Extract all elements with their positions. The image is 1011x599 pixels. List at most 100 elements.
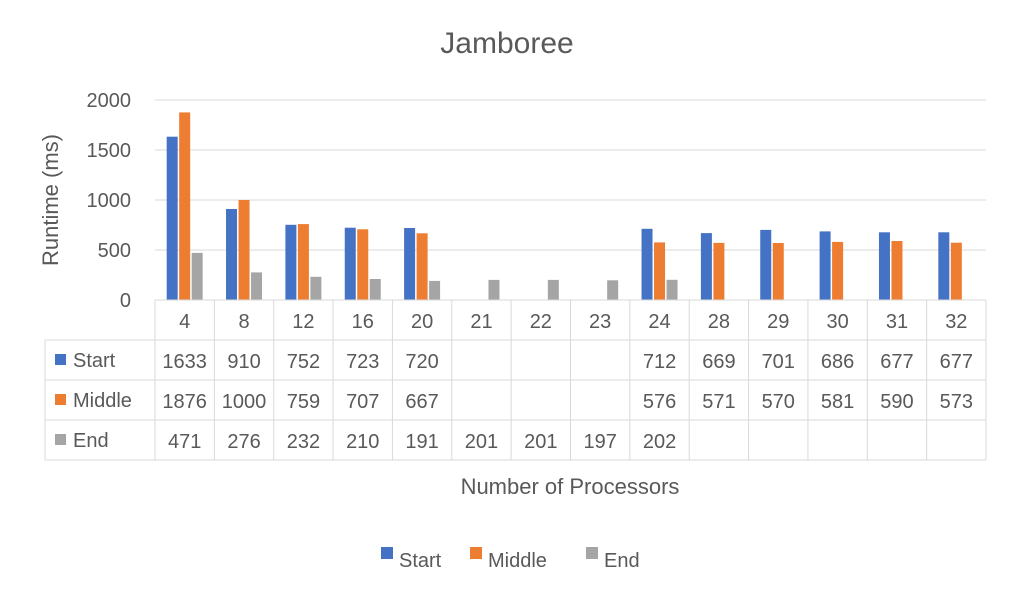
x-tick-label: 29 xyxy=(767,311,789,333)
bar-start-20 xyxy=(404,228,416,300)
table-cell-value: 570 xyxy=(762,391,795,413)
table-cell-value: 677 xyxy=(940,351,973,373)
x-tick-label: 22 xyxy=(530,311,552,333)
x-tick-label: 23 xyxy=(589,311,611,333)
bar-end-23 xyxy=(607,280,619,300)
bar-middle-8 xyxy=(238,200,250,300)
table-cell-value: 910 xyxy=(227,351,260,373)
bar-middle-4 xyxy=(179,112,191,301)
table-series-name: Middle xyxy=(73,390,132,412)
legend-label-start: Start xyxy=(399,550,442,572)
bar-start-28 xyxy=(700,233,712,300)
bar-start-29 xyxy=(760,229,772,300)
bar-middle-20 xyxy=(416,233,428,300)
bar-start-32 xyxy=(938,232,950,300)
table-cell-value: 677 xyxy=(880,351,913,373)
x-tick-label: 16 xyxy=(352,311,374,333)
table-cell-value: 201 xyxy=(524,431,557,453)
x-tick-label: 8 xyxy=(238,311,249,333)
y-axis-ticks: 0 500 1000 1500 2000 xyxy=(87,90,132,312)
table-cell-value: 667 xyxy=(405,391,438,413)
table-cell-value: 232 xyxy=(287,431,320,453)
x-tick-label: 28 xyxy=(708,311,730,333)
x-axis-title: Number of Processors xyxy=(461,474,680,499)
table-cell-value: 686 xyxy=(821,351,854,373)
bar-start-24 xyxy=(641,228,653,300)
x-tick-label: 24 xyxy=(648,311,670,333)
y-axis-title: Runtime (ms) xyxy=(38,134,63,266)
table-cell-value: 571 xyxy=(702,391,735,413)
chart-title: Jamboree xyxy=(440,27,573,60)
bar-start-4 xyxy=(166,136,178,300)
x-tick-label: 4 xyxy=(179,311,190,333)
bar-middle-24 xyxy=(654,242,666,300)
y-tick-label: 1500 xyxy=(87,140,132,162)
bar-end-22 xyxy=(547,279,559,300)
table-cell-value: 759 xyxy=(287,391,320,413)
legend-swatch-middle xyxy=(470,547,482,559)
table-legend-key xyxy=(55,354,66,365)
table-cell-value: 276 xyxy=(227,431,260,453)
table-cell-value: 707 xyxy=(346,391,379,413)
bars xyxy=(166,112,962,301)
table-cell-value: 1633 xyxy=(162,351,207,373)
x-tick-label: 30 xyxy=(826,311,848,333)
bar-middle-28 xyxy=(713,242,725,300)
bar-middle-31 xyxy=(891,241,903,300)
bar-middle-30 xyxy=(832,241,844,300)
table-cell-value: 669 xyxy=(702,351,735,373)
x-tick-label: 32 xyxy=(945,311,967,333)
bar-end-21 xyxy=(488,279,500,300)
bar-middle-16 xyxy=(357,229,369,300)
bar-start-12 xyxy=(285,224,297,300)
bar-end-24 xyxy=(666,279,678,300)
data-table: 4 8 12 16 20 21 22 23 24 28 29 30 31 32 Start 1633 910 75… xyxy=(44,299,987,461)
y-tick-label: 0 xyxy=(120,290,131,312)
x-tick-label: 12 xyxy=(292,311,314,333)
table-cell-value: 590 xyxy=(880,391,913,413)
legend-label-middle: Middle xyxy=(488,550,547,572)
table-cell-value: 191 xyxy=(405,431,438,453)
bar-middle-32 xyxy=(950,242,962,300)
bar-start-31 xyxy=(878,232,890,300)
bar-end-8 xyxy=(251,272,263,300)
table-legend-key xyxy=(55,434,66,445)
y-tick-label: 1000 xyxy=(87,190,132,212)
table-cell-value: 202 xyxy=(643,431,676,453)
table-series-name: End xyxy=(73,430,109,452)
x-tick-label: 21 xyxy=(470,311,492,333)
gridlines xyxy=(155,99,986,251)
bar-start-30 xyxy=(819,231,831,300)
bar-end-20 xyxy=(429,280,441,300)
bar-start-8 xyxy=(226,209,238,300)
bar-end-12 xyxy=(310,276,322,300)
legend: Start Middle End xyxy=(381,547,640,572)
x-tick-label: 20 xyxy=(411,311,433,333)
table-cell-value: 581 xyxy=(821,391,854,413)
table-cell-value: 576 xyxy=(643,391,676,413)
table-cell-value: 752 xyxy=(287,351,320,373)
y-tick-label: 2000 xyxy=(87,90,132,112)
table-cell-value: 471 xyxy=(168,431,201,453)
bar-middle-29 xyxy=(772,243,784,300)
y-tick-label: 500 xyxy=(98,240,131,262)
table-cell-value: 197 xyxy=(583,431,616,453)
bar-end-4 xyxy=(191,252,203,300)
legend-label-end: End xyxy=(604,550,640,572)
bar-start-16 xyxy=(344,227,356,300)
table-cell-value: 1876 xyxy=(162,391,207,413)
table-cell-value: 573 xyxy=(940,391,973,413)
table-cell-value: 720 xyxy=(405,351,438,373)
legend-swatch-start xyxy=(381,547,393,559)
bar-end-16 xyxy=(369,279,381,300)
table-cell-value: 210 xyxy=(346,431,379,453)
bar-middle-12 xyxy=(297,224,309,300)
table-cell-value: 201 xyxy=(465,431,498,453)
legend-swatch-end xyxy=(586,547,598,559)
table-cell-value: 723 xyxy=(346,351,379,373)
table-cell-value: 1000 xyxy=(222,391,267,413)
table-legend-key xyxy=(55,394,66,405)
table-series-name: Start xyxy=(73,350,116,372)
table-cell-value: 701 xyxy=(762,351,795,373)
